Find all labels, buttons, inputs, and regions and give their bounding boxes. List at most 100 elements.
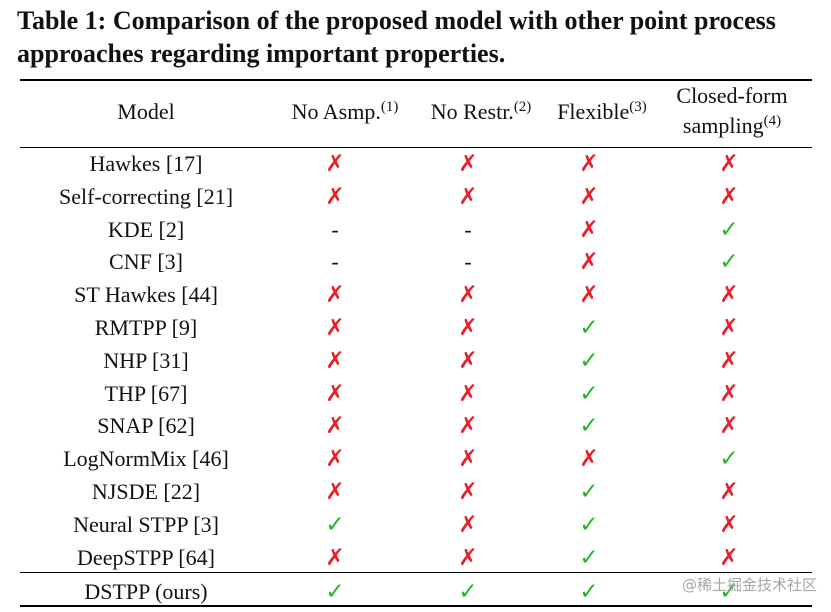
check-mark-icon: ✓ <box>579 347 599 374</box>
cross-mark-icon: ✗ <box>458 544 478 571</box>
cross-mark-icon: ✗ <box>579 151 599 177</box>
no-restr-cell: ✗ <box>413 279 523 312</box>
cross-mark-icon: ✗ <box>325 282 345 309</box>
model-name-cell: KDE [2] <box>107 216 185 242</box>
model-name-cell: Self-correcting [21] <box>58 183 234 209</box>
no-asmp-cell: - <box>280 246 390 279</box>
check-mark-icon: ✓ <box>719 216 739 243</box>
header-no-restr-sup: (2) <box>513 99 532 115</box>
header-closed-form-line2-text: sampling <box>682 113 764 138</box>
cross-mark-icon: ✗ <box>719 183 739 210</box>
table-row: RMTPP [9] ✗ ✗ ✓ ✗ <box>20 312 812 345</box>
header-no-asmp-label: No Asmp. <box>291 99 381 124</box>
cross-mark-icon: ✗ <box>719 413 739 440</box>
cross-mark-icon: ✗ <box>719 380 739 407</box>
cross-mark-icon: ✗ <box>325 183 345 210</box>
check-mark-icon: ✓ <box>579 511 599 538</box>
no-restr-cell: ✗ <box>413 542 523 575</box>
model-name-cell: NHP [31] <box>103 347 189 373</box>
flexible-cell: ✗ <box>534 181 644 214</box>
flexible-cell: ✓ <box>534 312 644 345</box>
table-row: Self-correcting [21] ✗ ✗ ✗ ✗ <box>20 181 812 214</box>
no-asmp-cell: - <box>280 214 390 247</box>
closed-form-cell: ✗ <box>674 542 784 575</box>
cross-mark-icon: ✗ <box>719 478 739 505</box>
no-asmp-cell: ✗ <box>280 410 390 443</box>
no-restr-cell: ✗ <box>413 476 523 509</box>
no-restr-cell: ✗ <box>413 410 523 443</box>
header-closed-form-line1: Closed-form <box>676 83 788 108</box>
cross-mark-icon: ✗ <box>325 478 345 505</box>
table-top-rule <box>20 79 812 81</box>
flexible-cell: ✗ <box>534 148 644 181</box>
no-asmp-cell: ✗ <box>280 279 390 312</box>
table-row-ours: DSTPP (ours) ✓ ✓ ✓ ✓ <box>20 576 812 609</box>
cross-mark-icon: ✗ <box>579 282 599 309</box>
table-row: DeepSTPP [64] ✗ ✗ ✓ ✗ <box>20 542 812 575</box>
model-name-cell: CNF [3] <box>109 249 183 275</box>
flexible-cell: ✗ <box>534 214 644 247</box>
no-asmp-cell: ✗ <box>280 181 390 214</box>
check-mark-icon: ✓ <box>579 478 599 505</box>
flexible-cell: ✓ <box>534 345 644 378</box>
table-row: THP [67] ✗ ✗ ✓ ✗ <box>20 378 812 411</box>
no-asmp-cell: ✗ <box>280 542 390 575</box>
check-mark-icon: ✓ <box>579 380 599 407</box>
flexible-cell: ✗ <box>534 279 644 312</box>
cross-mark-icon: ✗ <box>458 347 478 374</box>
model-name-cell: Hawkes [17] <box>89 151 203 176</box>
flexible-cell: ✓ <box>534 476 644 509</box>
cross-mark-icon: ✗ <box>458 478 478 505</box>
closed-form-cell: ✗ <box>674 312 784 345</box>
cross-mark-icon: ✗ <box>325 347 345 374</box>
model-name-cell: NJSDE [22] <box>91 478 201 504</box>
cross-mark-icon: ✗ <box>579 249 599 276</box>
no-restr-cell: ✗ <box>413 443 523 476</box>
table-row: LogNormMix [46] ✗ ✗ ✗ ✓ <box>20 443 812 476</box>
closed-form-cell: ✓ <box>674 576 784 609</box>
header-flexible-sup: (3) <box>629 99 647 115</box>
table-row: CNF [3] - - ✗ ✓ <box>20 246 812 279</box>
flexible-cell: ✓ <box>534 576 644 609</box>
header-no-asmp-sup: (1) <box>380 99 399 115</box>
header-closed-form-line2: sampling(4) <box>660 111 804 141</box>
no-asmp-cell: ✗ <box>280 312 390 345</box>
table-row: ST Hawkes [44] ✗ ✗ ✗ ✗ <box>20 279 812 312</box>
closed-form-cell: ✗ <box>674 476 784 509</box>
flexible-cell: ✓ <box>534 410 644 443</box>
no-restr-cell: ✗ <box>413 148 523 181</box>
table-bottom-rule <box>20 605 812 607</box>
dash-mark: - <box>464 249 472 275</box>
flexible-cell: ✗ <box>534 246 644 279</box>
model-name-cell: RMTPP [9] <box>94 314 198 340</box>
closed-form-cell: ✓ <box>674 246 784 279</box>
header-flexible: Flexible(3) <box>546 99 658 125</box>
table-ours-separator <box>20 572 812 573</box>
no-restr-cell: ✗ <box>413 181 523 214</box>
cross-mark-icon: ✗ <box>458 183 478 210</box>
closed-form-cell: ✓ <box>674 214 784 247</box>
check-mark-icon: ✓ <box>579 314 599 341</box>
no-asmp-cell: ✗ <box>280 476 390 509</box>
no-asmp-cell: ✓ <box>280 509 390 542</box>
no-asmp-cell: ✗ <box>280 443 390 476</box>
header-closed-form-sup: (4) <box>763 113 782 129</box>
table-caption: Table 1: Comparison of the proposed mode… <box>17 6 776 68</box>
no-restr-cell: ✓ <box>413 576 523 609</box>
no-restr-cell: ✗ <box>413 509 523 542</box>
no-restr-cell: ✗ <box>413 312 523 345</box>
no-asmp-cell: ✗ <box>280 148 390 181</box>
table-row: KDE [2] - - ✗ ✓ <box>20 214 812 247</box>
closed-form-cell: ✗ <box>674 345 784 378</box>
cross-mark-icon: ✗ <box>579 183 599 210</box>
model-name-cell: ST Hawkes [44] <box>74 282 218 308</box>
cross-mark-icon: ✗ <box>579 446 599 473</box>
no-asmp-cell: ✗ <box>280 378 390 411</box>
watermark: @稀土掘金技术社区 <box>681 576 817 594</box>
cross-mark-icon: ✗ <box>719 314 739 341</box>
no-asmp-cell: ✗ <box>280 345 390 378</box>
cross-mark-icon: ✗ <box>458 380 478 407</box>
no-asmp-cell: ✓ <box>280 576 390 609</box>
dash-mark: - <box>464 216 472 242</box>
cross-mark-icon: ✗ <box>579 216 599 243</box>
